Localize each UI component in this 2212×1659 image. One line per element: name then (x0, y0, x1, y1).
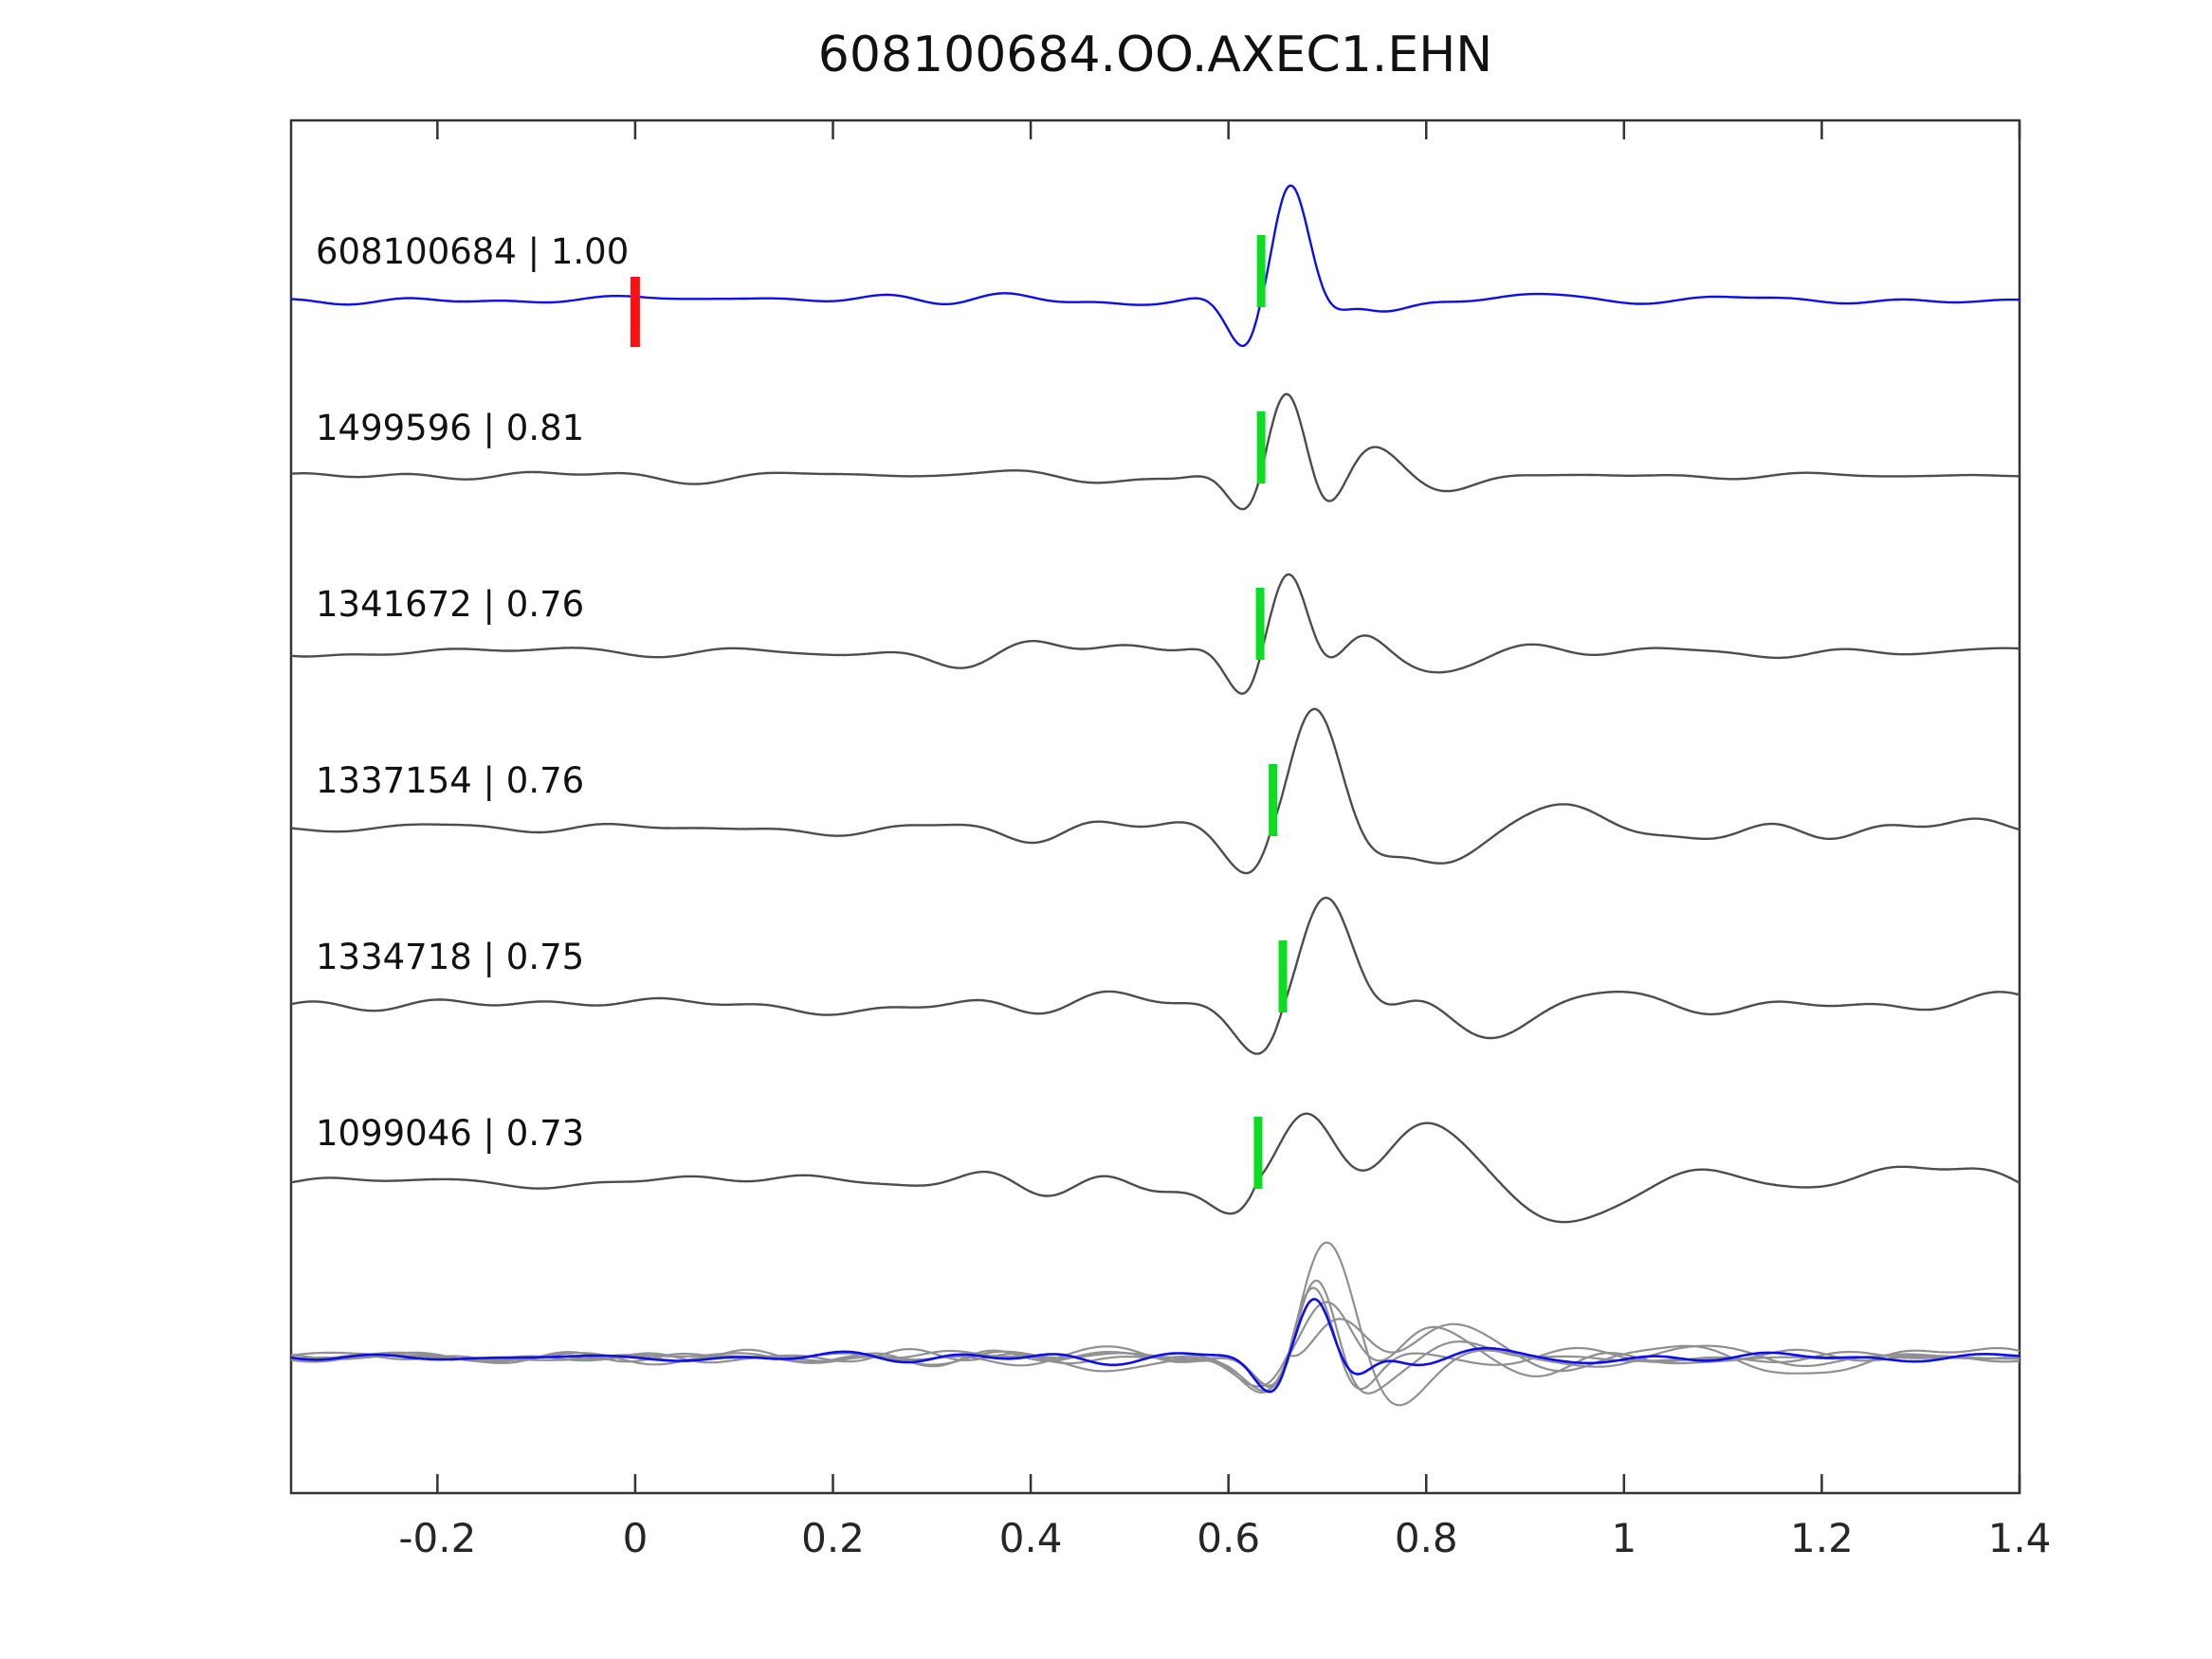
trace-path-1499596 (290, 392, 2020, 511)
trace-label-1337154: 1337154 | 0.76 (316, 760, 584, 801)
trace-path-1334718 (290, 896, 2020, 1055)
x-tick-label: 0.6 (1197, 1515, 1260, 1561)
trace-label-1099046: 1099046 | 0.73 (316, 1113, 584, 1154)
x-tick-label: 1.2 (1790, 1515, 1854, 1561)
x-tick-label: 0.2 (801, 1515, 865, 1561)
trace-label-1499596: 1499596 | 0.81 (316, 408, 584, 448)
figure-title: 608100684.OO.AXEC1.EHN (817, 27, 1493, 83)
x-tick-label: 1.4 (1988, 1515, 2052, 1561)
x-tick-label: 0.8 (1395, 1515, 1458, 1561)
x-tick-label: 0.4 (999, 1515, 1063, 1561)
x-tick-label: 0 (623, 1515, 649, 1561)
overlay-trace-1499596 (290, 1279, 2020, 1395)
trace-label-1334718: 1334718 | 0.75 (316, 937, 584, 977)
trace-path-1341672 (290, 573, 2020, 695)
x-tick-label: -0.2 (398, 1515, 476, 1561)
trace-path-1099046 (290, 1112, 2020, 1224)
trace-path-608100684 (290, 184, 2020, 347)
overlay-trace-1341672 (290, 1286, 2020, 1391)
overlay-trace-1337154 (290, 1301, 2020, 1394)
trace-label-1341672: 1341672 | 0.76 (316, 584, 584, 625)
plot-border (289, 118, 2021, 1495)
trace-path-1337154 (290, 707, 2020, 875)
x-tick-label: 1 (1611, 1515, 1636, 1561)
overlay-trace-1334718 (290, 1241, 2020, 1407)
overlay-trace-reference (290, 1298, 2020, 1394)
trace-label-608100684: 608100684 | 1.00 (316, 231, 629, 272)
